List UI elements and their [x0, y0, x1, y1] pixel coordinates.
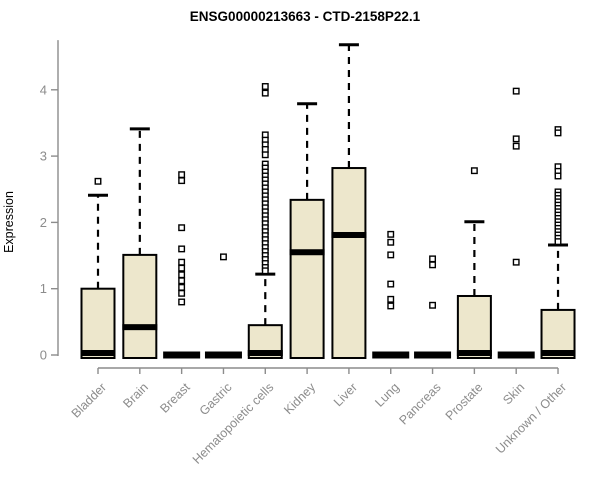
outlier-point [261, 267, 269, 275]
outlier-point [261, 89, 269, 97]
iqr-box [80, 287, 116, 360]
iqr-box [122, 253, 158, 359]
outlier-point [554, 129, 562, 137]
x-tick-label: Liver [331, 380, 360, 409]
x-tick-label: Skin [500, 380, 527, 407]
box-group-bladder [80, 177, 116, 360]
plot-layer [80, 43, 576, 360]
outlier-point [178, 271, 186, 279]
outlier-point [554, 238, 562, 246]
iqr-box [540, 308, 576, 359]
x-tick-label: Unknown / Other [493, 380, 569, 456]
outlier-point [178, 289, 186, 297]
x-tick-label: Breast [157, 380, 193, 416]
collapsed-box [204, 351, 242, 359]
outlier-point [178, 245, 186, 253]
collapsed-box [372, 351, 410, 359]
outlier-point [178, 264, 186, 272]
outlier-point [178, 171, 186, 179]
x-tick-label: Lung [372, 380, 402, 410]
outlier-point [178, 258, 186, 266]
outlier-point [512, 87, 520, 95]
outlier-point [178, 177, 186, 185]
iqr-box [289, 198, 325, 359]
outlier-point [387, 251, 395, 259]
outlier-point [387, 280, 395, 288]
outlier-point [178, 298, 186, 306]
outlier-point [387, 295, 395, 303]
box-group-skin [497, 87, 535, 359]
outlier-point [178, 277, 186, 285]
median-line [247, 350, 283, 357]
outlier-point [429, 255, 437, 263]
box-group-gastric [204, 253, 242, 359]
x-tick-label: Hematopoietic cells [190, 380, 277, 467]
iqr-box [456, 294, 492, 360]
outlier-point [554, 172, 562, 180]
box-group-kidney [289, 102, 325, 359]
box-group-unknown-other [540, 126, 576, 359]
median-line [122, 324, 158, 331]
y-tick-label: 2 [40, 215, 47, 230]
box-group-prostate [456, 167, 492, 360]
outlier-point [387, 302, 395, 310]
box-group-breast [163, 171, 201, 359]
y-tick-label: 4 [40, 82, 47, 97]
x-tick-label: Brain [120, 380, 151, 411]
outlier-point [178, 283, 186, 291]
x-tick-label: Bladder [69, 380, 109, 420]
outlier-point [261, 83, 269, 90]
x-tick-label: Kidney [281, 380, 318, 417]
outlier-point [512, 258, 520, 266]
outlier-point [387, 238, 395, 246]
median-line [80, 350, 116, 357]
collapsed-box [414, 351, 452, 359]
y-tick-label: 0 [40, 348, 47, 363]
chart-title: ENSG00000213663 - CTD-2158P22.1 [190, 9, 421, 24]
outlier-point [220, 253, 227, 261]
y-tick-label: 1 [40, 281, 47, 296]
box-group-liver [331, 43, 367, 359]
median-line [456, 350, 492, 357]
outlier-point [429, 261, 437, 269]
box-group-pancreas [414, 255, 452, 359]
outlier-point [512, 142, 520, 150]
outlier-point [178, 224, 186, 232]
median-line [331, 231, 367, 238]
outlier-point [387, 230, 395, 238]
collapsed-box [497, 351, 535, 359]
x-tick-label: Prostate [443, 380, 486, 423]
y-axis-label: Expression [2, 191, 16, 253]
box-group-brain [122, 127, 158, 359]
outlier-point [429, 301, 437, 309]
outlier-point [94, 177, 102, 185]
box-group-hematopoietic-cells [247, 83, 283, 360]
x-tick-label: Pancreas [396, 380, 443, 427]
outlier-point [512, 135, 520, 143]
box-group-lung [372, 230, 410, 359]
median-line [289, 249, 325, 256]
median-line [540, 350, 576, 357]
collapsed-box [163, 351, 201, 359]
y-tick-label: 3 [40, 149, 47, 164]
iqr-box [331, 167, 367, 359]
x-tick-label: Gastric [197, 380, 235, 418]
outlier-point [470, 167, 478, 175]
outlier-point [261, 151, 269, 159]
